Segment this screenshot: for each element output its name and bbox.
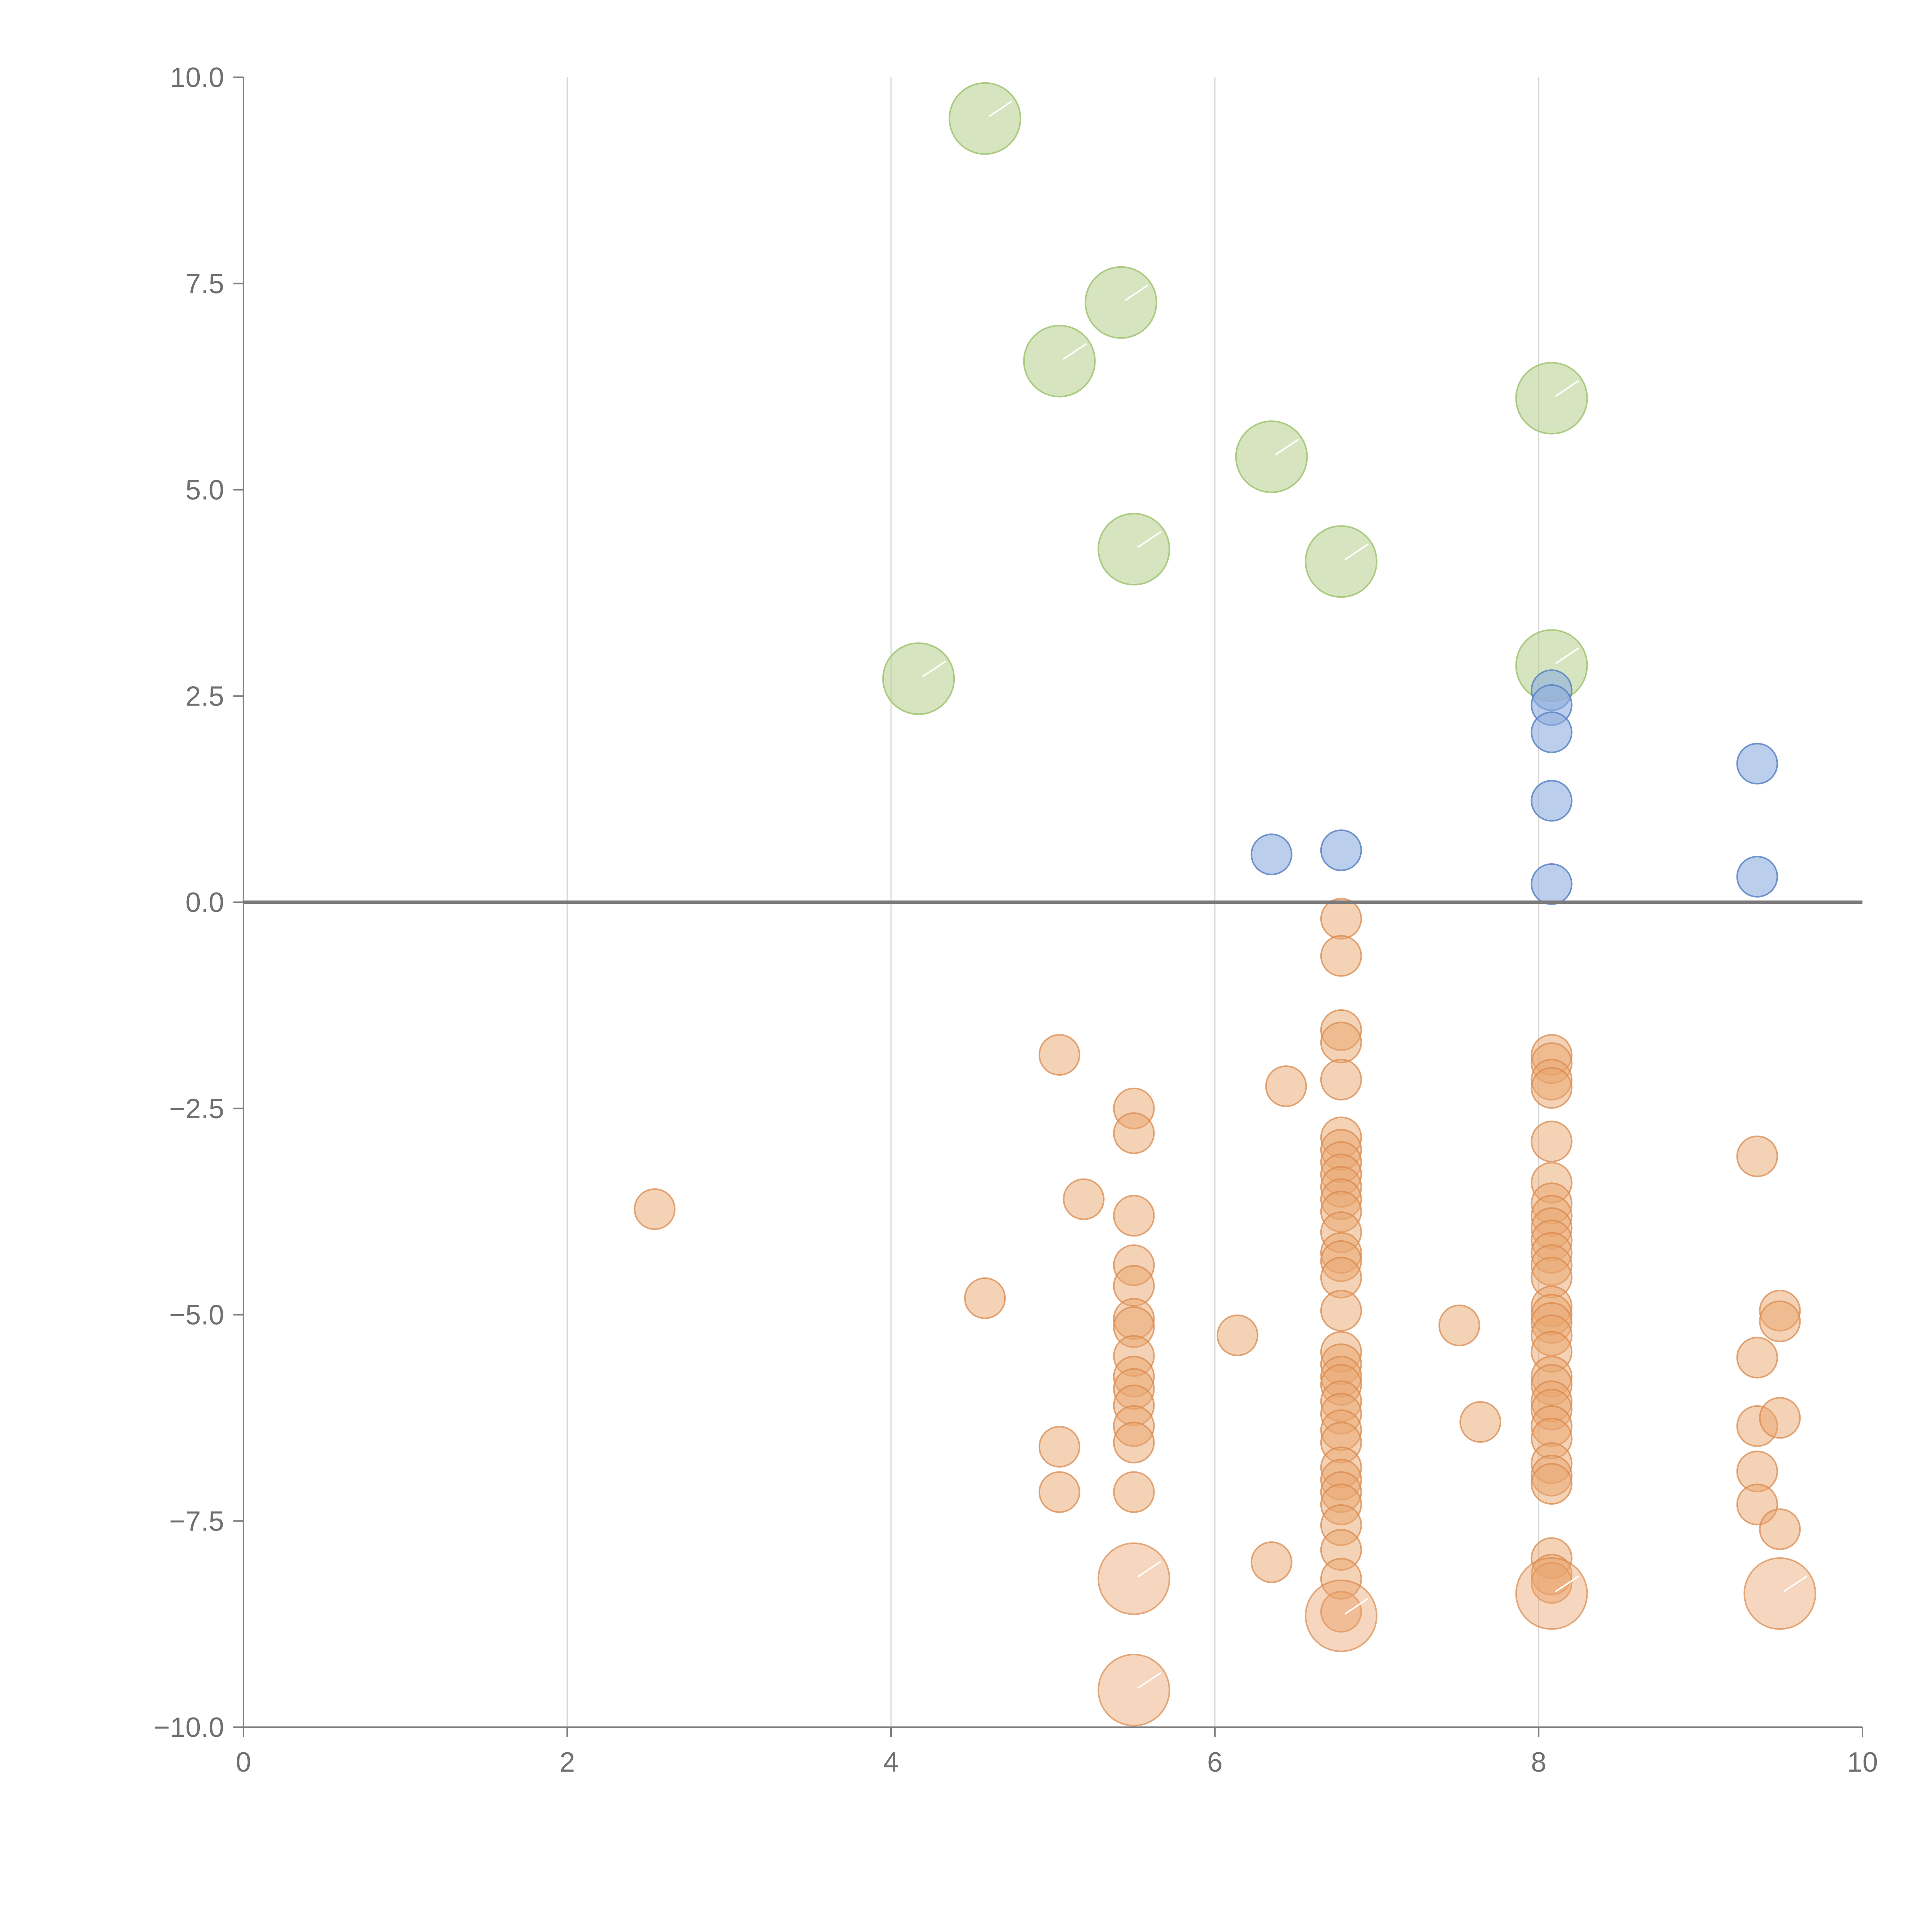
bubble-label-leader xyxy=(1063,343,1087,360)
data-point-orange[interactable] xyxy=(1038,1471,1080,1513)
data-point-orange[interactable] xyxy=(1250,1541,1293,1583)
y-tick-label: 0.0 xyxy=(185,887,224,918)
data-point-orange[interactable] xyxy=(1320,935,1362,977)
data-point-green[interactable] xyxy=(1084,266,1157,339)
data-point-orange[interactable] xyxy=(634,1188,676,1230)
data-point-orange[interactable] xyxy=(1531,1121,1573,1163)
data-point-orange[interactable] xyxy=(1113,1471,1155,1513)
bubble-label-leader xyxy=(1137,1672,1162,1689)
data-point-orange[interactable] xyxy=(1320,1289,1362,1332)
data-point-orange[interactable] xyxy=(1265,1065,1307,1107)
data-point-orange[interactable] xyxy=(1320,1021,1362,1063)
data-point-orange[interactable] xyxy=(964,1277,1006,1319)
data-point-orange-large[interactable] xyxy=(1097,1653,1170,1726)
data-point-orange-large[interactable] xyxy=(1097,1542,1170,1615)
data-point-orange[interactable] xyxy=(1531,1463,1573,1505)
y-tick-label: −7.5 xyxy=(169,1506,224,1537)
bubble-label-leader xyxy=(1275,439,1299,456)
data-point-green[interactable] xyxy=(1304,525,1378,598)
y-tick-label: −10.0 xyxy=(154,1712,224,1743)
data-point-orange[interactable] xyxy=(1320,898,1362,940)
data-point-orange[interactable] xyxy=(1320,1059,1362,1101)
data-point-blue[interactable] xyxy=(1531,780,1573,822)
data-point-green[interactable] xyxy=(949,82,1022,155)
data-point-green[interactable] xyxy=(1097,513,1170,586)
bubble-label-leader xyxy=(1124,284,1149,301)
bubble-label-leader xyxy=(922,660,946,678)
bubble-label-leader xyxy=(1555,380,1579,397)
y-tick-label: −5.0 xyxy=(169,1300,224,1331)
x-tick-label: 6 xyxy=(1207,1747,1223,1778)
bubble-label-leader xyxy=(988,100,1013,117)
data-point-blue[interactable] xyxy=(1736,855,1778,898)
data-point-orange-large[interactable] xyxy=(1304,1579,1378,1652)
y-tick-label: −2.5 xyxy=(169,1094,224,1124)
data-point-orange-large[interactable] xyxy=(1515,1557,1588,1630)
bubbles xyxy=(634,82,1816,1726)
bubble-label-leader xyxy=(1783,1575,1808,1592)
y-tick-label: 5.0 xyxy=(185,475,224,506)
y-tick-label: 2.5 xyxy=(185,681,224,712)
x-tick-label: 0 xyxy=(236,1747,251,1778)
axes xyxy=(233,77,1863,1737)
y-tick-label: 10.0 xyxy=(170,62,224,93)
data-point-orange[interactable] xyxy=(1320,1591,1362,1633)
data-point-orange[interactable] xyxy=(1759,1508,1801,1550)
data-point-orange[interactable] xyxy=(1736,1135,1778,1177)
data-point-orange[interactable] xyxy=(1038,1034,1080,1076)
bubble-label-leader xyxy=(1344,543,1369,560)
data-point-orange[interactable] xyxy=(1531,1067,1573,1109)
data-point-orange[interactable] xyxy=(1216,1314,1259,1356)
x-tick-label: 4 xyxy=(883,1747,899,1778)
data-point-green[interactable] xyxy=(1023,325,1096,398)
bubble-label-leader xyxy=(1555,1575,1579,1592)
bubble-label-leader xyxy=(1555,647,1579,664)
bubble-label-leader xyxy=(1137,531,1162,548)
data-point-orange[interactable] xyxy=(1113,1195,1155,1237)
tick-labels: 10.0 7.5 5.0 2.5 0.0 −2.5 −5.0 −7.5 −10.0 0 2 4 6 8 10 xyxy=(154,62,1878,1778)
data-point-orange[interactable] xyxy=(1113,1422,1155,1464)
data-point-orange[interactable] xyxy=(1459,1401,1502,1443)
data-point-green[interactable] xyxy=(1515,362,1588,435)
bubble-label-leader xyxy=(1344,1598,1369,1615)
data-point-green[interactable] xyxy=(882,642,955,715)
y-tick-label: 7.5 xyxy=(185,269,224,299)
data-point-orange[interactable] xyxy=(1736,1337,1778,1379)
data-point-blue[interactable] xyxy=(1320,829,1362,871)
x-tick-label: 2 xyxy=(560,1747,575,1778)
data-point-orange[interactable] xyxy=(1438,1304,1480,1347)
data-point-orange-large[interactable] xyxy=(1743,1557,1816,1630)
data-point-blue[interactable] xyxy=(1736,743,1778,785)
data-point-blue[interactable] xyxy=(1531,711,1573,753)
data-point-green[interactable] xyxy=(1235,420,1308,493)
data-point-orange[interactable] xyxy=(1063,1178,1105,1220)
x-tick-label: 10 xyxy=(1847,1747,1878,1778)
bubble-label-leader xyxy=(1137,1561,1162,1578)
data-point-orange[interactable] xyxy=(1759,1300,1801,1342)
data-point-orange[interactable] xyxy=(1038,1426,1080,1468)
data-point-orange[interactable] xyxy=(1113,1112,1155,1154)
data-point-blue[interactable] xyxy=(1250,833,1293,876)
data-point-orange[interactable] xyxy=(1759,1397,1801,1439)
x-tick-label: 8 xyxy=(1531,1747,1546,1778)
data-point-blue[interactable] xyxy=(1531,863,1573,905)
data-point-orange[interactable] xyxy=(1531,1562,1573,1604)
